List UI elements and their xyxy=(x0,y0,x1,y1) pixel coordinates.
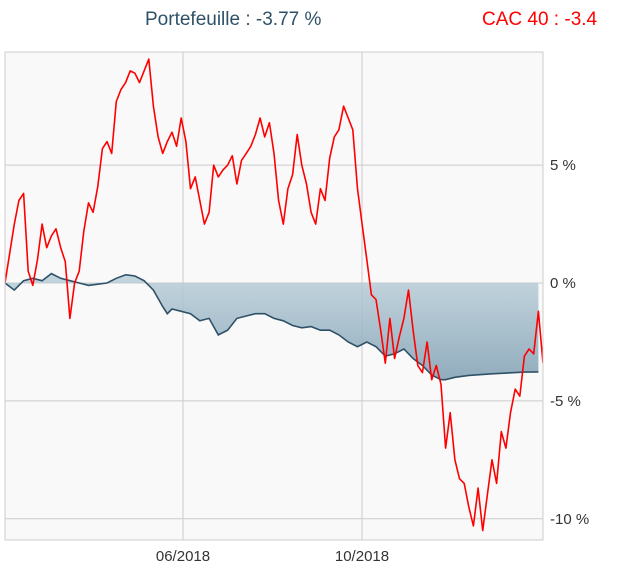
series-line-portfolio[interactable] xyxy=(5,272,539,381)
series-line-cac40[interactable] xyxy=(5,58,543,532)
x-tick-label: 10/2018 xyxy=(335,548,389,565)
legend-portfolio[interactable]: Portefeuille : -3.77 % xyxy=(145,9,322,30)
y-axis: 5 % 0 % -5 % -10 % xyxy=(550,157,589,528)
chart-legend: Portefeuille : -3.77 % CAC 40 : -3.4 xyxy=(0,0,624,48)
x-axis: 06/2018 10/2018 xyxy=(156,548,389,565)
y-tick-label: -10 % xyxy=(550,511,589,528)
plot-border xyxy=(4,51,544,541)
y-tick-label: -5 % xyxy=(550,393,581,410)
line-layer xyxy=(5,58,543,532)
y-tick-label: 5 % xyxy=(550,157,576,174)
legend-cac40[interactable]: CAC 40 : -3.4 xyxy=(482,9,598,30)
y-tick-label: 0 % xyxy=(550,275,576,292)
area-layer xyxy=(5,273,539,380)
x-tick-label: 06/2018 xyxy=(156,548,210,565)
series-area-portfolio xyxy=(5,273,539,380)
